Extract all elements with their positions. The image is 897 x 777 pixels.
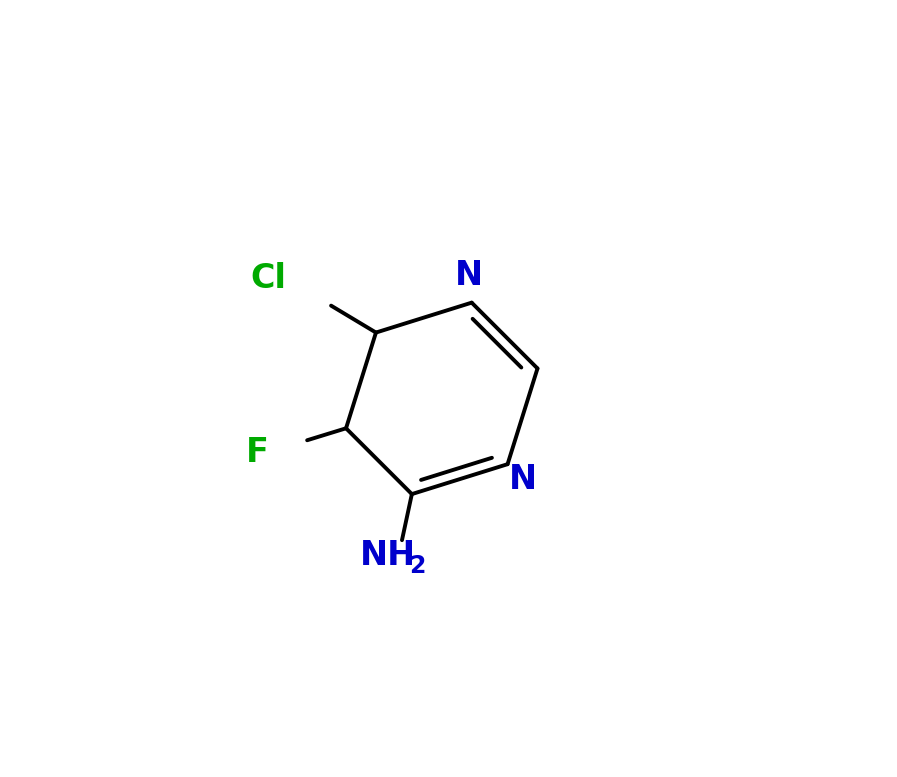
Text: NH: NH: [360, 539, 416, 572]
Text: Cl: Cl: [250, 262, 286, 295]
Text: N: N: [509, 462, 536, 496]
Text: F: F: [246, 436, 268, 469]
Text: 2: 2: [409, 554, 425, 578]
Text: N: N: [455, 260, 483, 292]
